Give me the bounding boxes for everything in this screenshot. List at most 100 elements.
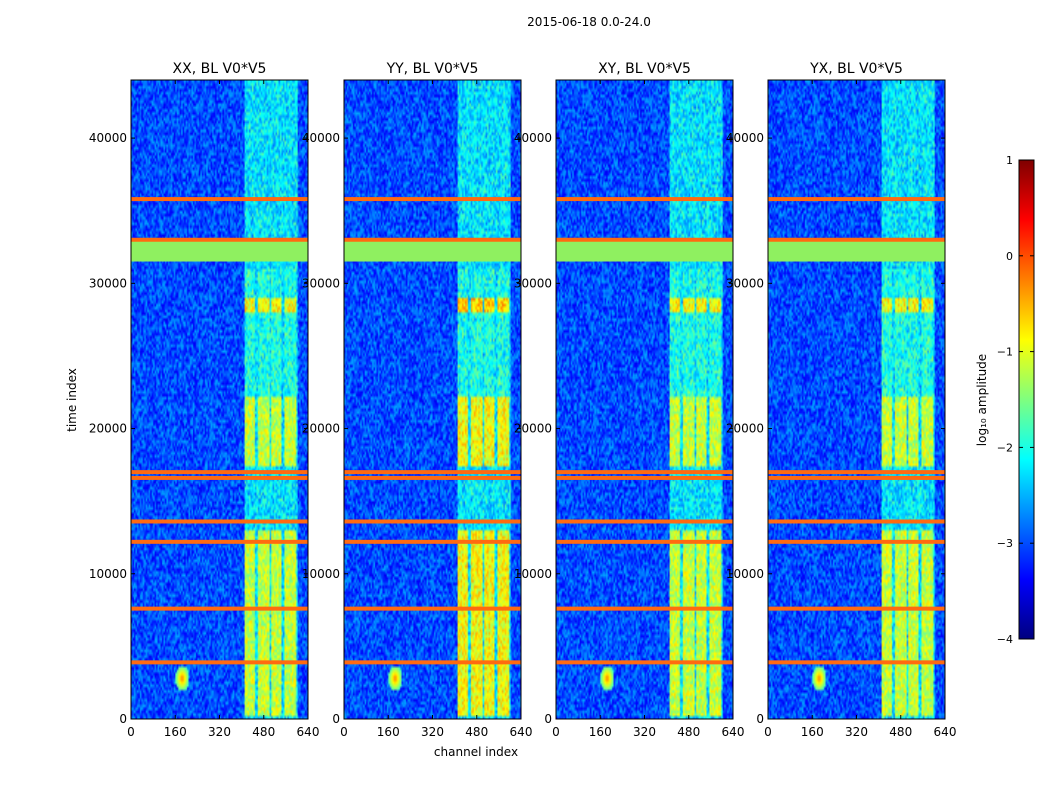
saturated-row — [131, 606, 308, 611]
flagged-block — [344, 241, 521, 262]
x-tick-label: 160 — [589, 725, 612, 739]
saturated-row — [556, 470, 733, 475]
y-tick-label: 10000 — [89, 567, 127, 581]
x-axis-label: channel index — [434, 745, 518, 759]
x-tick-label: 640 — [510, 725, 533, 739]
x-tick-label: 320 — [845, 725, 868, 739]
panel-2: YY, BL V0*V5 0 160 320 480 640 0 10000 20000 3000… — [302, 61, 533, 739]
flagged-block — [556, 241, 733, 262]
x-tick-label: 320 — [421, 725, 444, 739]
saturated-row — [344, 606, 521, 611]
y-tick-label: 30000 — [89, 276, 127, 290]
saturated-row — [131, 660, 308, 665]
y-tick-label: 40000 — [726, 131, 764, 145]
y-tick-label: 30000 — [302, 276, 340, 290]
saturated-row — [556, 475, 733, 480]
saturated-row — [344, 539, 521, 544]
panel-3: XY, BL V0*V5 0 160 320 480 640 0 10000 20000 3000… — [514, 61, 745, 739]
saturated-row — [768, 197, 945, 202]
saturated-row — [344, 519, 521, 524]
x-tick-label: 0 — [764, 725, 772, 739]
x-tick-label: 160 — [801, 725, 824, 739]
colorbar-fill — [1018, 159, 1035, 640]
panel-title: YX, BL V0*V5 — [809, 61, 903, 77]
x-tick-label: 320 — [208, 725, 231, 739]
heatmap-image — [768, 80, 945, 719]
colorbar-tick-label: −3 — [997, 537, 1013, 550]
x-tick-label: 640 — [722, 725, 745, 739]
colorbar-tick-label: −4 — [997, 633, 1013, 646]
y-axis-label: time index — [65, 368, 79, 432]
y-tick-label: 20000 — [514, 422, 552, 436]
colorbar-tick-label: −1 — [997, 346, 1013, 359]
saturated-row — [556, 660, 733, 665]
saturated-row — [768, 606, 945, 611]
flagged-block — [768, 241, 945, 262]
y-tick-label: 0 — [332, 712, 340, 726]
colorbar-tick-label: −2 — [997, 441, 1013, 454]
saturated-row — [344, 197, 521, 202]
y-tick-label: 30000 — [726, 276, 764, 290]
saturated-row — [768, 519, 945, 524]
y-tick-label: 40000 — [514, 131, 552, 145]
colorbar: 1 0 −1 −2 −3 −4 log₁₀ amplitude — [975, 154, 1035, 646]
panel-title: XY, BL V0*V5 — [598, 61, 691, 77]
saturated-row — [768, 237, 945, 242]
y-tick-label: 20000 — [89, 422, 127, 436]
y-tick-label: 40000 — [302, 131, 340, 145]
panel-4: YX, BL V0*V5 0 160 320 480 640 0 10000 20000 3000… — [726, 61, 957, 739]
saturated-row — [556, 197, 733, 202]
saturated-row — [768, 539, 945, 544]
saturated-row — [556, 519, 733, 524]
y-tick-label: 10000 — [514, 567, 552, 581]
y-tick-label: 20000 — [726, 422, 764, 436]
saturated-row — [556, 237, 733, 242]
panels: XX, BL V0*V5 0 160 320 480 640 0 10000 20000 3000… — [89, 61, 957, 739]
y-tick-label: 0 — [119, 712, 127, 726]
colorbar-tick-label: 0 — [1006, 250, 1013, 263]
y-tick-label: 10000 — [302, 567, 340, 581]
figure-suptitle: 2015-06-18 0.0-24.0 — [527, 15, 651, 29]
x-tick-label: 160 — [164, 725, 187, 739]
flagged-block — [131, 241, 308, 262]
y-tick-label: 30000 — [514, 276, 552, 290]
y-tick-label: 40000 — [89, 131, 127, 145]
y-tick-label: 20000 — [302, 422, 340, 436]
saturated-row — [768, 475, 945, 480]
saturated-row — [131, 539, 308, 544]
saturated-row — [768, 660, 945, 665]
saturated-row — [131, 475, 308, 480]
saturated-row — [768, 470, 945, 475]
x-tick-label: 640 — [934, 725, 957, 739]
x-tick-label: 160 — [377, 725, 400, 739]
saturated-row — [344, 475, 521, 480]
x-tick-label: 320 — [633, 725, 656, 739]
colorbar-tick-label: 1 — [1006, 154, 1013, 167]
x-tick-label: 640 — [297, 725, 320, 739]
panel-title: XX, BL V0*V5 — [173, 61, 267, 77]
saturated-row — [344, 237, 521, 242]
saturated-row — [131, 470, 308, 475]
saturated-row — [131, 519, 308, 524]
saturated-row — [556, 539, 733, 544]
x-tick-label: 480 — [889, 725, 912, 739]
x-tick-label: 0 — [552, 725, 560, 739]
x-tick-label: 480 — [677, 725, 700, 739]
saturated-row — [344, 470, 521, 475]
y-tick-label: 0 — [544, 712, 552, 726]
saturated-row — [131, 197, 308, 202]
y-tick-label: 10000 — [726, 567, 764, 581]
heatmap-image — [344, 80, 521, 719]
panel-title: YY, BL V0*V5 — [386, 61, 479, 77]
saturated-row — [556, 606, 733, 611]
y-tick-label: 0 — [756, 712, 764, 726]
x-tick-label: 0 — [127, 725, 135, 739]
panel-1: XX, BL V0*V5 0 160 320 480 640 0 10000 20000 3000… — [89, 61, 320, 739]
x-tick-label: 0 — [340, 725, 348, 739]
x-tick-label: 480 — [252, 725, 275, 739]
heatmap-image — [556, 80, 733, 719]
x-tick-label: 480 — [465, 725, 488, 739]
heatmap-image — [131, 80, 308, 719]
saturated-row — [131, 237, 308, 242]
